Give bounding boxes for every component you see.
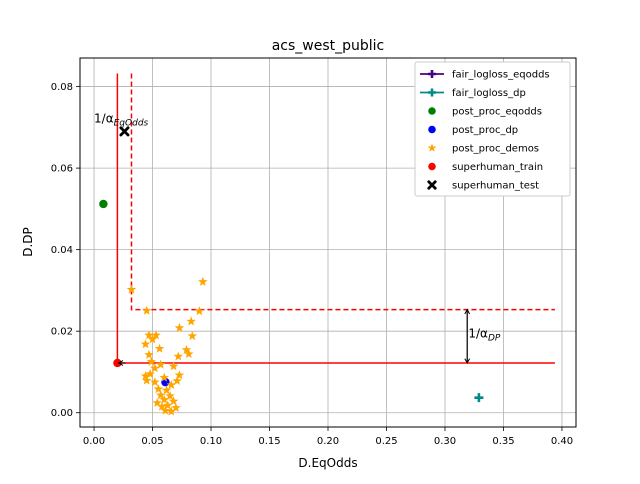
data-point-post-proc-demos [153,384,164,394]
legend-label: post_proc_dp [452,125,518,136]
data-point-post-proc-demos [162,400,173,410]
annotation-arrow-head [464,358,471,365]
legend-label: post_proc_demos [452,144,539,155]
legend-entry: post_proc_dp [428,125,518,136]
data-point-post-proc-demos [174,370,185,380]
annotation-arrow-head [464,308,471,315]
legend-label: post_proc_eqodds [452,107,542,118]
annotation-label: 1/αEqOdds [94,111,149,128]
data-point-post-proc-demos [151,330,161,340]
data-point-post-proc-demos [186,316,196,326]
y-tick-label: 0.08 [51,82,73,93]
data-point-post-proc-demos [154,343,165,353]
legend-marker [427,143,437,152]
data-point-post-proc-demos [168,396,179,406]
x-tick-label: 0.35 [492,436,514,447]
x-tick-label: 0.20 [317,436,339,447]
y-axis-label: D.DP [21,227,35,257]
data-point-post-proc-demos [184,349,194,359]
data-point-post-proc-demos [171,402,181,412]
legend-entry: post_proc_demos [427,143,539,155]
legend-marker [427,88,437,97]
data-point-post-proc-demos [155,390,166,400]
legend-marker [428,162,436,171]
data-point-superhuman-test [119,126,130,137]
legend-box [414,61,571,197]
chart-title: acs_west_public [272,38,385,54]
data-point-post-proc-demos [159,372,169,382]
data-point-post-proc-demos [166,380,176,390]
data-point-post-proc-demos [150,363,160,373]
data-point-post-proc-demos [194,306,205,316]
y-tick-label: 0.06 [51,164,73,175]
legend-marker [427,69,437,79]
legend-entry: superhuman_train [428,162,543,173]
data-point-post-proc-demos [155,359,166,369]
x-tick-label: 0.15 [258,436,280,447]
x-tick-label: 0.10 [200,436,222,447]
data-point-post-proc-demos [145,368,155,379]
data-point-post-proc-demos [166,406,176,416]
data-point-post-proc-demos [174,322,185,332]
threshold-line-dashed [130,73,555,311]
data-point-post-proc-demos [168,361,179,371]
data-point-post-proc-demos [165,391,175,401]
annotation-label: 1/αDP [468,326,501,343]
x-tick-label: 0.40 [551,436,573,447]
data-point-post-proc-demos [157,401,167,411]
x-tick-label: 0.05 [141,436,163,447]
x-tick-label: 0.30 [434,436,456,447]
data-point-post-proc-demos [144,330,154,340]
data-point-post-proc-eqodds [99,199,108,209]
data-point-post-proc-demos [181,344,192,354]
data-point-post-proc-demos [173,351,184,361]
legend-label: fair_logloss_dp [452,88,526,99]
data-point-post-proc-demos [144,349,154,359]
data-point-post-proc-demos [141,375,152,385]
x-tick-label: 0.00 [83,436,105,447]
legend-marker [427,180,437,190]
legend: fair_logloss_eqodds fair_logloss_dp post_p… [414,61,571,197]
data-point-post-proc-demos [150,377,160,387]
data-point-post-proc-demos [152,397,162,407]
y-tick-label: 0.02 [51,327,73,338]
data-point-post-proc-demos [146,356,157,366]
data-point-post-proc-demos [140,339,151,349]
x-axis: 0.00 0.05 0.10 0.15 0.20 0.25 0.30 0.35 0.40 [83,427,573,447]
legend-entry: fair_logloss_dp [420,88,526,99]
legend-marker [428,107,436,115]
legend-entry: post_proc_eqodds [428,107,542,118]
legend-label: superhuman_test [452,181,539,192]
y-axis: 0.00 0.02 0.04 0.06 0.08 [51,82,80,419]
data-point-post-proc-demos [187,331,198,341]
legend-entry: fair_logloss_eqodds [420,70,550,81]
legend-label: fair_logloss_eqodds [452,70,550,81]
data-point-superhuman-train [113,358,122,368]
data-point-post-proc-demos [159,394,169,404]
x-axis-label: D.EqOdds [298,456,357,470]
x-tick-label: 0.25 [375,436,397,447]
legend-entry: superhuman_test [427,180,539,192]
y-tick-label: 0.00 [51,408,73,419]
data-point-post-proc-demos [140,371,151,381]
plot-content [99,73,555,416]
data-point-fair-logloss-dp [474,393,484,403]
annotation-arrow-head [117,360,124,366]
data-point-post-proc-demos [198,276,208,286]
data-point-post-proc-demos [147,334,158,344]
data-point-post-proc-demos [141,305,152,315]
data-point-post-proc-demos [160,405,171,415]
data-point-post-proc-demos [172,375,182,385]
y-tick-label: 0.04 [51,245,73,256]
data-point-post-proc-demos [161,385,172,395]
annotations: 1/αEqOdds 1/αDP [94,111,501,366]
legend-marker [428,125,436,134]
legend-label: superhuman_train [452,162,543,173]
data-point-post-proc-demos [126,284,137,294]
